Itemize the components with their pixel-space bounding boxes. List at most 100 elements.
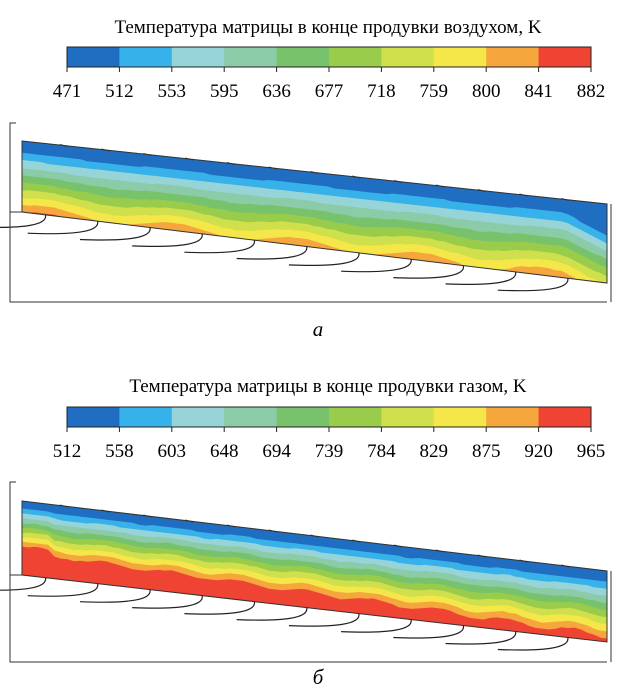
- edge-tick: [59, 504, 68, 508]
- channel-curve: [0, 214, 47, 228]
- edge-tick: [310, 534, 319, 538]
- edge-tick: [101, 509, 110, 513]
- colorbar-tick-label: 841: [524, 81, 553, 102]
- colorbar-segment: [486, 47, 540, 67]
- edge-tick: [477, 189, 486, 192]
- colorbar-tick-label: 800: [472, 81, 501, 102]
- edge-tick: [101, 148, 110, 152]
- edge-tick: [310, 171, 319, 174]
- edge-tick: [185, 519, 194, 523]
- edge-tick: [393, 544, 403, 548]
- colorbar-segment: [67, 407, 120, 427]
- colorbar-tick-label: 965: [577, 441, 606, 462]
- channel-curve: [27, 583, 99, 597]
- colorbar-segment: [329, 47, 382, 67]
- panel-b-title: Температура матрицы в конце продувки газ…: [129, 376, 527, 397]
- panel-b-colorbar: [66, 406, 592, 428]
- temperature-field: [22, 141, 607, 283]
- colorbar-tick-label: 603: [158, 441, 187, 462]
- colorbar-tick-label: 784: [367, 441, 396, 462]
- edge-tick: [143, 153, 152, 156]
- colorbar-segment: [381, 47, 435, 67]
- edge-tick: [143, 514, 152, 518]
- colorbar-segment: [329, 407, 382, 427]
- channel-curve: [288, 252, 360, 266]
- channel-curve: [132, 233, 203, 247]
- channel-curve: [341, 619, 412, 633]
- channel-curve: [236, 246, 308, 260]
- channel-curve: [0, 577, 47, 591]
- colorbar-segment: [538, 47, 592, 67]
- channel-curve: [132, 595, 203, 609]
- colorbar-tick-label: 759: [420, 81, 449, 102]
- panel-a-colorbar: [66, 46, 592, 68]
- channel-curve: [393, 625, 465, 639]
- temperature-field: [22, 501, 607, 642]
- channel-curve: [497, 278, 569, 292]
- colorbar-segment: [276, 47, 330, 67]
- domain-frame: [9, 481, 607, 663]
- colorbar-tick-label: 512: [105, 81, 134, 102]
- colorbar-tick-label: 694: [262, 441, 291, 462]
- edge-tick: [393, 180, 403, 183]
- edge-tick: [519, 559, 528, 563]
- channel-curve: [341, 259, 412, 273]
- edge-tick: [352, 175, 361, 179]
- edge-tick: [352, 539, 361, 543]
- colorbar-segment: [433, 407, 487, 427]
- colorbar-segment: [381, 407, 435, 427]
- channel-curve: [79, 227, 151, 241]
- channel-curve: [288, 613, 360, 627]
- channel-curve: [497, 637, 569, 651]
- edge-tick: [435, 184, 444, 188]
- channel-curve: [79, 589, 151, 603]
- channel-curve: [27, 221, 99, 235]
- colorbar-tick-label: 558: [105, 441, 134, 462]
- edge-tick: [185, 157, 194, 161]
- colorbar-tick-label: 882: [577, 81, 606, 102]
- colorbar-tick-label: 648: [210, 441, 239, 462]
- panel-b: Температура матрицы в конце продувки газ…: [0, 376, 612, 689]
- colorbar-tick-label: 553: [158, 81, 187, 102]
- colorbar-segment: [224, 47, 278, 67]
- channel-curve: [445, 631, 517, 645]
- channel-curve: [445, 271, 517, 285]
- panel-a-domain: [0, 122, 612, 303]
- panel-a-caption: а: [313, 317, 324, 341]
- colorbar-segment: [224, 407, 278, 427]
- colorbar-segment: [276, 407, 330, 427]
- colorbar-tick-label: 595: [210, 81, 239, 102]
- panel-b-colorbar-ticks: 512 558 603 648 694 739 784 829 875 920 965: [53, 427, 606, 462]
- channel-curve: [184, 240, 256, 254]
- edge-tick: [561, 564, 570, 568]
- edge-tick: [477, 554, 486, 558]
- colorbar-tick-label: 471: [53, 81, 82, 102]
- panel-a-title: Температура матрицы в конце продувки воз…: [114, 17, 541, 38]
- colorbar-tick-label: 829: [420, 441, 449, 462]
- panel-b-domain: [0, 481, 612, 663]
- edge-tick: [561, 198, 570, 201]
- colorbar-segment: [171, 47, 225, 67]
- colorbar-tick-label: 718: [367, 81, 396, 102]
- colorbar-segment: [538, 407, 592, 427]
- channel-curve: [393, 265, 465, 279]
- colorbar-segment: [171, 407, 225, 427]
- colorbar-tick-label: 636: [262, 81, 291, 102]
- edge-tick: [268, 166, 277, 170]
- edge-tick: [268, 529, 277, 533]
- colorbar-segment: [486, 407, 540, 427]
- colorbar-tick-label: 875: [472, 441, 501, 462]
- panel-b-caption: б: [313, 665, 325, 689]
- edge-tick: [226, 524, 236, 528]
- panel-a-colorbar-ticks: 471 512 553 595 636 677 718 759 800 841 882: [53, 67, 606, 102]
- edge-tick: [59, 144, 68, 147]
- panel-a: Температура матрицы в конце продувки воз…: [0, 17, 612, 341]
- channel-curve: [184, 601, 256, 615]
- colorbar-segment: [119, 407, 173, 427]
- colorbar-tick-label: 677: [315, 81, 344, 102]
- edge-tick: [519, 193, 528, 197]
- edge-tick: [226, 162, 236, 165]
- edge-tick: [435, 549, 444, 553]
- colorbar-segment: [119, 47, 173, 67]
